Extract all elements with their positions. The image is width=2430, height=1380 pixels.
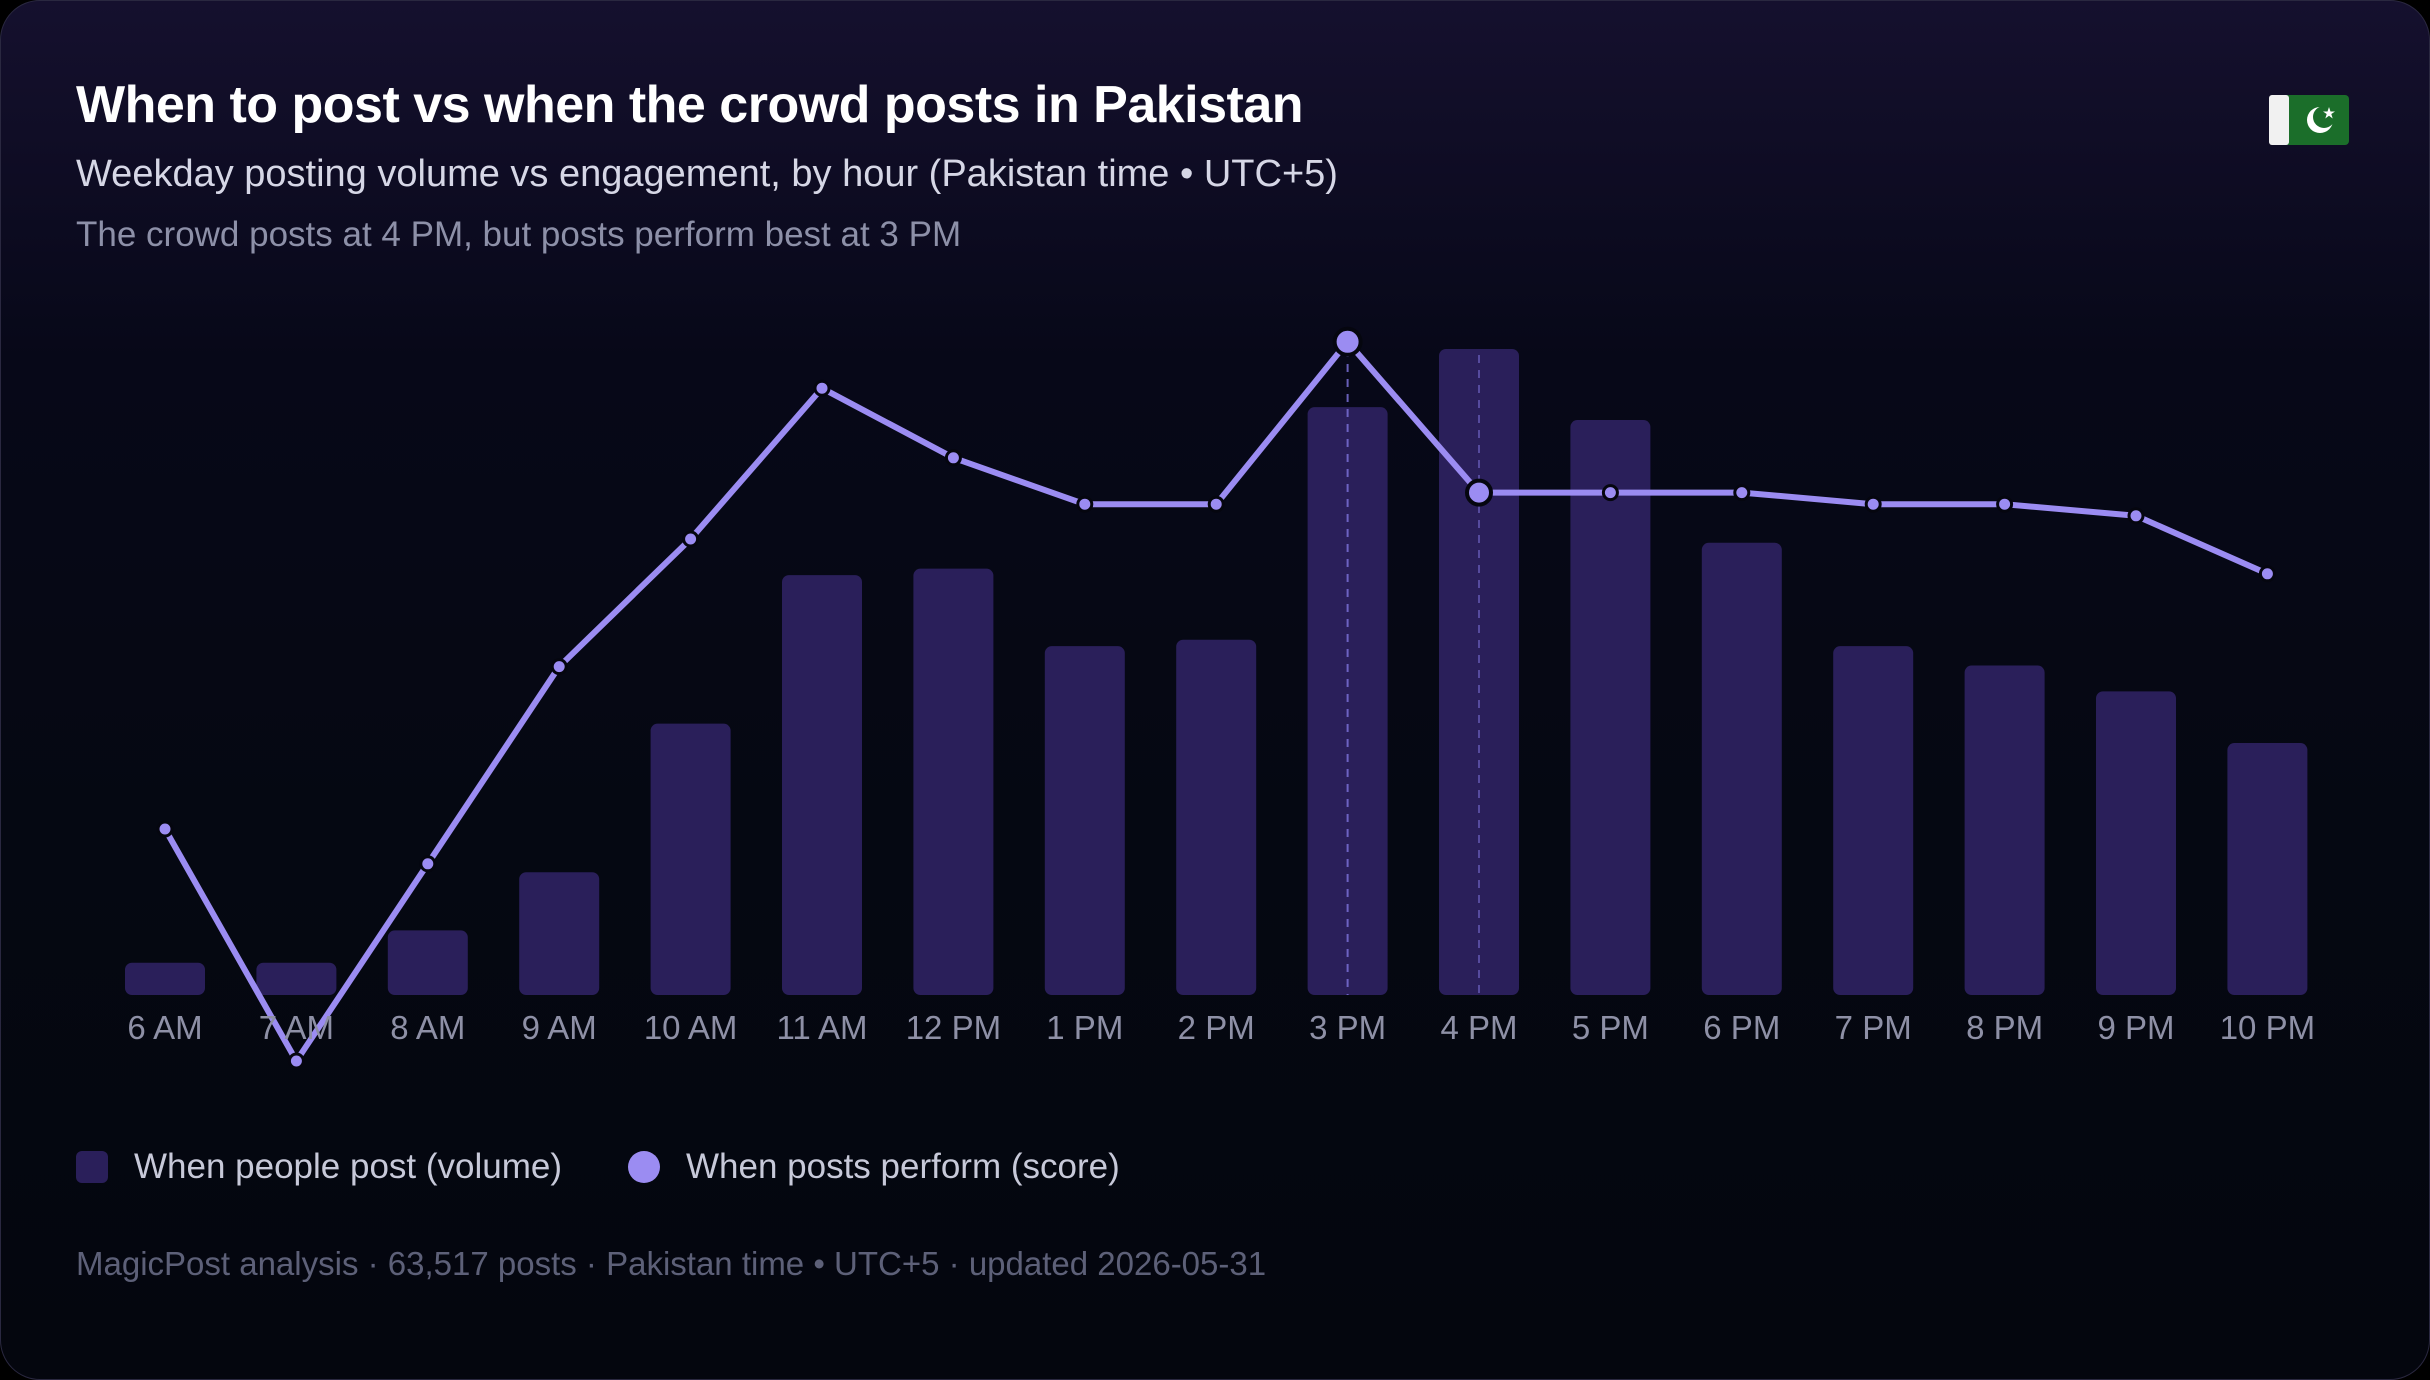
legend-item-volume: When people post (volume) bbox=[76, 1147, 562, 1187]
volume-bar bbox=[387, 930, 468, 995]
x-tick-label: 2 PM bbox=[1178, 1009, 1255, 1046]
score-point bbox=[156, 820, 174, 838]
volume-bar bbox=[1176, 639, 1257, 995]
score-point bbox=[2258, 565, 2276, 583]
score-point bbox=[550, 658, 568, 676]
chart-legend: When people post (volume) When posts per… bbox=[76, 1147, 1186, 1187]
score-point bbox=[1465, 478, 1493, 507]
x-axis-labels: 6 AM 7 AM 8 AM 9 AM 10 AM 11 AM 12 PM 1 PM 2 PM 3… bbox=[127, 1009, 2315, 1046]
volume-bar bbox=[1964, 665, 2045, 995]
legend-score-label: When posts perform (score) bbox=[686, 1147, 1120, 1186]
score-point-best bbox=[1332, 326, 1363, 357]
x-tick-label: 6 AM bbox=[127, 1009, 202, 1046]
score-point bbox=[682, 530, 700, 548]
x-tick-label: 11 AM bbox=[776, 1009, 867, 1046]
volume-bar bbox=[256, 962, 337, 995]
x-tick-label: 8 PM bbox=[1966, 1009, 2043, 1046]
score-point bbox=[1076, 495, 1094, 513]
chart-plot-area: 6 AM 7 AM 8 AM 9 AM 10 AM 11 AM 12 PM 1 PM 2 PM 3… bbox=[125, 326, 2315, 1070]
volume-swatch-icon bbox=[76, 1151, 108, 1183]
x-tick-label: 10 AM bbox=[644, 1009, 738, 1046]
score-point bbox=[287, 1052, 305, 1070]
volume-bar bbox=[2227, 743, 2308, 995]
score-point bbox=[1601, 484, 1619, 502]
score-point bbox=[2127, 507, 2145, 525]
chart-footer: MagicPost analysis · 63,517 posts · Paki… bbox=[76, 1245, 1267, 1282]
x-tick-label: 5 PM bbox=[1572, 1009, 1649, 1046]
score-point bbox=[944, 449, 962, 467]
legend-item-score: When posts perform (score) bbox=[628, 1147, 1120, 1187]
score-point bbox=[1733, 484, 1751, 502]
x-tick-label: 1 PM bbox=[1046, 1009, 1123, 1046]
chart-title: When to post vs when the crowd posts in … bbox=[76, 76, 1304, 134]
volume-bar bbox=[913, 568, 994, 995]
score-swatch-icon bbox=[628, 1151, 660, 1183]
x-tick-label: 3 PM bbox=[1309, 1009, 1386, 1046]
volume-bar bbox=[2096, 691, 2176, 995]
score-point bbox=[1996, 495, 2014, 513]
score-point bbox=[1207, 495, 1225, 513]
volume-bar bbox=[1833, 646, 1914, 995]
chart-insight: The crowd posts at 4 PM, but posts perfo… bbox=[76, 215, 962, 254]
score-point bbox=[1864, 495, 1882, 513]
volume-bar bbox=[1044, 646, 1125, 995]
volume-bar bbox=[125, 962, 205, 995]
x-tick-label: 8 AM bbox=[390, 1009, 465, 1046]
volume-bar bbox=[1570, 420, 1651, 995]
volume-bar bbox=[650, 723, 731, 995]
score-point bbox=[813, 379, 831, 397]
guides-layer bbox=[1346, 349, 1480, 995]
x-tick-label: 7 AM bbox=[259, 1009, 334, 1046]
volume-bar bbox=[1701, 542, 1782, 995]
x-tick-label: 6 PM bbox=[1703, 1009, 1780, 1046]
x-tick-label: 12 PM bbox=[906, 1009, 1001, 1046]
volume-bar bbox=[782, 575, 862, 995]
line-layer bbox=[156, 326, 2276, 1070]
score-point bbox=[419, 855, 437, 873]
x-tick-label: 10 PM bbox=[2220, 1009, 2315, 1046]
bars-layer bbox=[125, 349, 2308, 995]
volume-bar bbox=[519, 872, 600, 995]
x-tick-label: 4 PM bbox=[1440, 1009, 1517, 1046]
chart-subtitle: Weekday posting volume vs engagement, by… bbox=[76, 153, 1338, 195]
x-tick-label: 9 AM bbox=[522, 1009, 597, 1046]
pakistan-flag-icon bbox=[2269, 95, 2349, 145]
x-tick-label: 7 PM bbox=[1835, 1009, 1912, 1046]
x-tick-label: 9 PM bbox=[2097, 1009, 2174, 1046]
legend-volume-label: When people post (volume) bbox=[134, 1147, 562, 1186]
